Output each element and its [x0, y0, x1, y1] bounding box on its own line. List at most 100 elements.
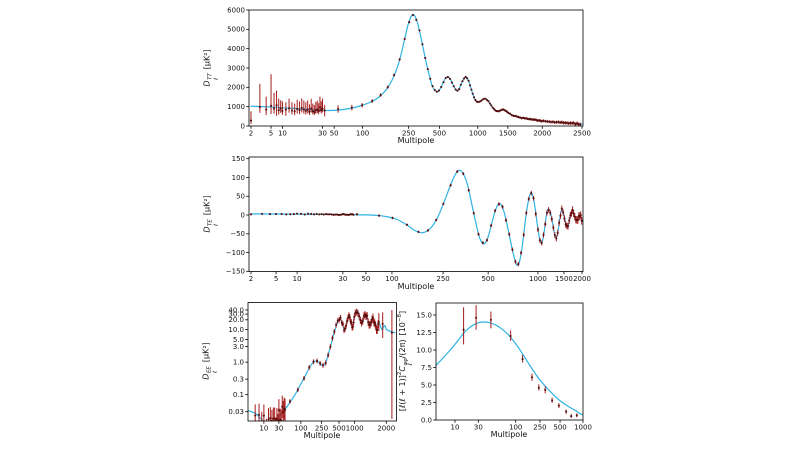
cmb-tt-spectrum-data-point [507, 111, 510, 114]
cmb-ee-spectrum-data-point [346, 320, 349, 323]
x-tick-label: 2 [249, 130, 253, 138]
cmb-te-spectrum-data-point [550, 218, 553, 221]
cmb-te-spectrum-data-point [536, 228, 540, 231]
x-tick-label: 100 [294, 425, 307, 433]
unit-uk2: [μK²] [201, 342, 211, 363]
ee-y-axis-label: D EE ℓ [μK²] [202, 342, 219, 379]
cmb-te-spectrum-data-point [522, 233, 525, 236]
cmb-te-spectrum-data-point [467, 189, 470, 192]
cmb-tt-spectrum-data-point [293, 110, 296, 113]
cmb-tt-spectrum-data-point [579, 123, 582, 126]
cmb-te-spectrum-data-point [579, 214, 582, 217]
cmb-ee-spectrum-data-point [381, 322, 384, 325]
cmb-tt-spectrum-data-point [560, 121, 563, 124]
cmb-tt-spectrum-data-point [567, 122, 570, 125]
sub-ell: ℓ [212, 370, 218, 374]
x-tick-label: 1000 [529, 275, 547, 283]
cmb-ee-spectrum-data-point [329, 345, 332, 348]
te-x-axis-label: Multipole [397, 282, 435, 291]
cmb-tt-spectrum-data-point [316, 108, 319, 111]
cmb-te-spectrum-data-point [449, 184, 452, 187]
cmb-te-spectrum-data-point [275, 213, 278, 216]
cmb-lensing-spectrum-data-point [557, 404, 560, 407]
cmb-lensing-spectrum-data-point [570, 415, 573, 418]
cmb-tt-spectrum-data-point [424, 56, 427, 60]
cmb-tt-spectrum-data-point [310, 107, 313, 110]
cmb-ee-spectrum-data-point [296, 388, 299, 391]
cmb-tt-spectrum-data-point [249, 119, 253, 122]
supsub: TT ℓ [208, 73, 220, 80]
cmb-te-spectrum-data-point [571, 208, 574, 211]
cmb-te-spectrum-data-point [462, 172, 465, 175]
cmb-te-spectrum-data-point [328, 213, 331, 216]
cmb-te-spectrum-data-point [456, 170, 459, 173]
cmb-tt-spectrum-data-point [546, 120, 549, 123]
cmb-te-spectrum-data-point [552, 226, 555, 229]
cmb-lensing-spectrum-data-point [544, 388, 547, 391]
cmb-tt-spectrum-data-point [426, 68, 429, 71]
cmb-tt-spectrum-data-point [321, 107, 324, 110]
cmb-te-spectrum-data-point [320, 213, 323, 216]
cmb-te-spectrum-data-point [576, 219, 579, 222]
cmb-tt-spectrum-data-point [572, 121, 575, 124]
cmb-ee-spectrum-data-point [369, 323, 372, 326]
cmb-te-spectrum-data-point [511, 248, 514, 251]
cmb-te-spectrum-data-point [261, 212, 264, 215]
cmb-tt-spectrum-data-point [300, 106, 303, 109]
cmb-tt-spectrum-data-point [553, 121, 556, 124]
cmb-te-spectrum-data-point [490, 224, 493, 227]
cmb-te-spectrum-data-point [542, 233, 545, 236]
cmb-tt-spectrum-data-point [542, 119, 545, 122]
cmb-ee-spectrum-data-point [373, 322, 376, 325]
cmb-te-spectrum-data-point [355, 213, 358, 216]
cmb-te-spectrum-axes-box [248, 156, 584, 272]
cmb-tt-spectrum-data-point [306, 108, 309, 111]
math-d: D [202, 226, 212, 233]
cmb-ee-spectrum-data-point [377, 321, 380, 324]
cmb-tt-spectrum-data-point [317, 109, 320, 112]
cmb-te-spectrum-data-point [391, 216, 394, 220]
cmb-te-spectrum-data-point [334, 213, 337, 216]
cmb-ee-spectrum-data-point [358, 315, 361, 318]
tt-y-axis-label: D TT ℓ [μK²] [203, 49, 220, 86]
cmb-ee-spectrum-data-point [347, 314, 350, 317]
te-y-axis-label: D TE ℓ [μK²] [203, 195, 220, 232]
cmb-tt-spectrum-data-point [392, 74, 396, 77]
cmb-te-spectrum-data-point [280, 212, 283, 215]
cmb-ee-spectrum-data-point [377, 323, 380, 326]
cmb-ee-spectrum-data-point [277, 409, 280, 412]
cmb-tt-spectrum-data-point [429, 77, 432, 80]
x-tick-label: 250 [533, 424, 546, 432]
cmb-tt-spectrum-data-point [523, 117, 526, 120]
cmb-tt-spectrum-data-point [403, 37, 406, 41]
x-tick-label: 100 [509, 424, 522, 432]
cmb-te-spectrum-data-point [303, 213, 306, 216]
x-tick-label: 2000 [377, 425, 395, 433]
cmb-tt-spectrum-data-point [551, 120, 554, 123]
cmb-ee-spectrum-data-point [343, 329, 346, 332]
cmb-tt-spectrum-data-point [461, 80, 464, 83]
cmb-ee-spectrum-data-point [371, 316, 375, 319]
x-tick-label: 5 [274, 275, 278, 283]
x-tick-label: 2 [249, 275, 253, 283]
sub-ell: ℓ [213, 77, 219, 80]
cmb-te-spectrum-data-point [477, 233, 480, 236]
cmb-te-spectrum-data-point [564, 223, 567, 226]
cmb-te-spectrum-data-point [544, 223, 547, 226]
cmb-ee-spectrum-data-point [352, 321, 355, 324]
cmb-te-spectrum-data-point [545, 211, 548, 214]
cmb-tt-spectrum-plot-area [249, 13, 583, 126]
cmb-te-spectrum-data-point [332, 213, 335, 216]
cmb-tt-spectrum-data-point [350, 106, 353, 109]
cmb-tt-spectrum-data-point [431, 85, 434, 88]
cmb-tt-spectrum-data-point [487, 100, 490, 103]
unit-uk2: [μK²] [202, 49, 212, 70]
x-tick-label: 2500 [573, 130, 591, 138]
cmb-ee-spectrum-data-point [361, 320, 364, 323]
cmb-te-spectrum-data-point [555, 237, 558, 240]
cmb-tt-spectrum-data-point [559, 121, 562, 124]
ee-x-axis-label: Multipole [303, 431, 341, 440]
cmb-te-spectrum-data-point [569, 214, 572, 217]
x-tick-label: 30 [274, 425, 283, 433]
cmb-tt-spectrum-data-point [308, 110, 311, 113]
